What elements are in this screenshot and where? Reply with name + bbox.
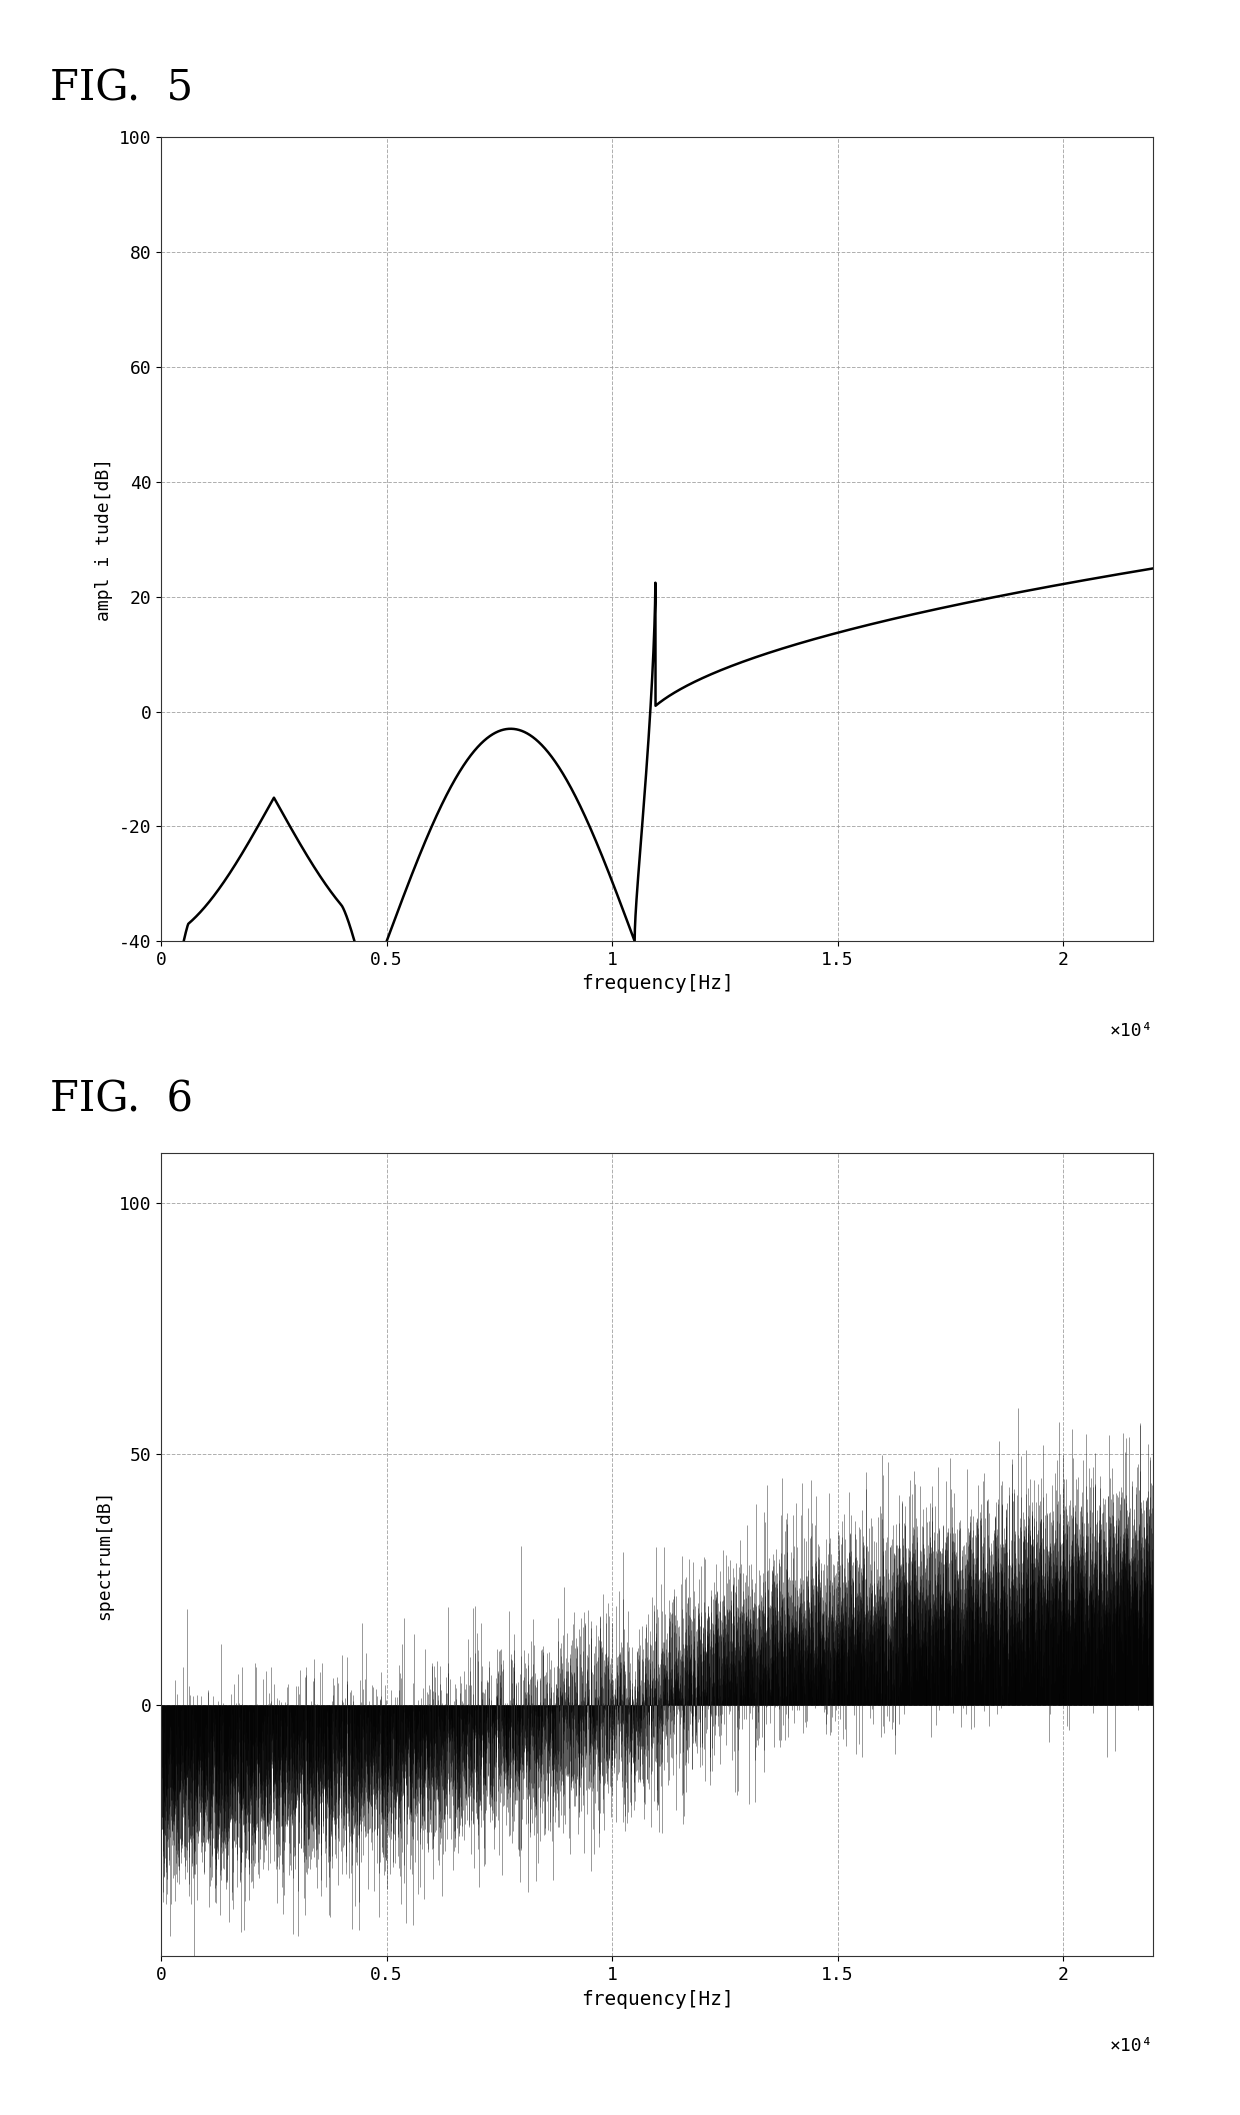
Y-axis label: ampl i tude[dB]: ampl i tude[dB] [95,457,113,622]
Text: ×10⁴: ×10⁴ [1110,2037,1153,2056]
Text: FIG.  6: FIG. 6 [50,1079,192,1121]
X-axis label: frequency[Hz]: frequency[Hz] [580,1990,734,2009]
Text: FIG.  5: FIG. 5 [50,68,192,110]
X-axis label: frequency[Hz]: frequency[Hz] [580,975,734,994]
Y-axis label: spectrum[dB]: spectrum[dB] [95,1489,113,1620]
Text: ×10⁴: ×10⁴ [1110,1022,1153,1041]
